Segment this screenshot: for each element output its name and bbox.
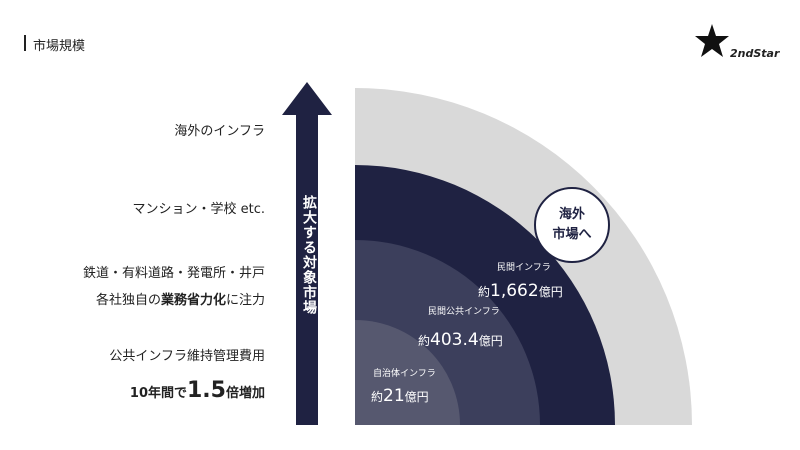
arrow	[282, 82, 332, 425]
text: 403.4	[430, 330, 479, 350]
label: 公共インフラ維持管理費用	[109, 349, 265, 364]
text: 10年間で	[129, 386, 187, 401]
text: 業務省力化	[160, 293, 226, 308]
text: 約	[418, 334, 431, 348]
text: 1,662	[490, 281, 539, 301]
text: 各社独自の	[95, 293, 161, 308]
text: 倍増加	[225, 386, 265, 401]
logo-text: 2ndStar	[730, 47, 780, 60]
label: 各社独自の業務省力化に注力	[96, 289, 265, 308]
label: 海外のインフラ	[174, 124, 265, 139]
label: マンション・学校 etc.	[132, 202, 265, 217]
badge: 海外 市場へ	[535, 205, 609, 245]
segment-name: 自治体インフラ	[373, 369, 436, 379]
text: 市場へ	[552, 227, 592, 242]
text: 億円	[538, 285, 563, 299]
segment-amount: 約403.4億円	[418, 330, 503, 350]
logo-star	[695, 24, 729, 57]
text: 約	[478, 285, 491, 299]
text: 億円	[404, 390, 429, 404]
title-bar	[24, 35, 26, 51]
text: 億円	[478, 334, 503, 348]
badge-circle	[534, 187, 610, 263]
segment-amount: 約1,662億円	[478, 281, 563, 301]
title: 市場規模	[33, 39, 86, 54]
segment-amount: 約21億円	[371, 386, 429, 406]
text: 約	[371, 390, 384, 404]
text: に注力	[225, 293, 265, 308]
segment-name: 民間インフラ	[497, 263, 551, 273]
arrow-label: 拡大する対象市場	[301, 195, 317, 315]
label: 10年間で1.5倍増加	[130, 378, 265, 403]
municipal-ring	[355, 320, 460, 425]
label: 鉄道・有料道路・発電所・井戸	[82, 266, 265, 281]
segment-name: 民間公共インフラ	[428, 307, 500, 317]
text: 海外	[558, 207, 585, 222]
text: 21	[383, 386, 405, 406]
text: 1.5	[187, 378, 226, 403]
